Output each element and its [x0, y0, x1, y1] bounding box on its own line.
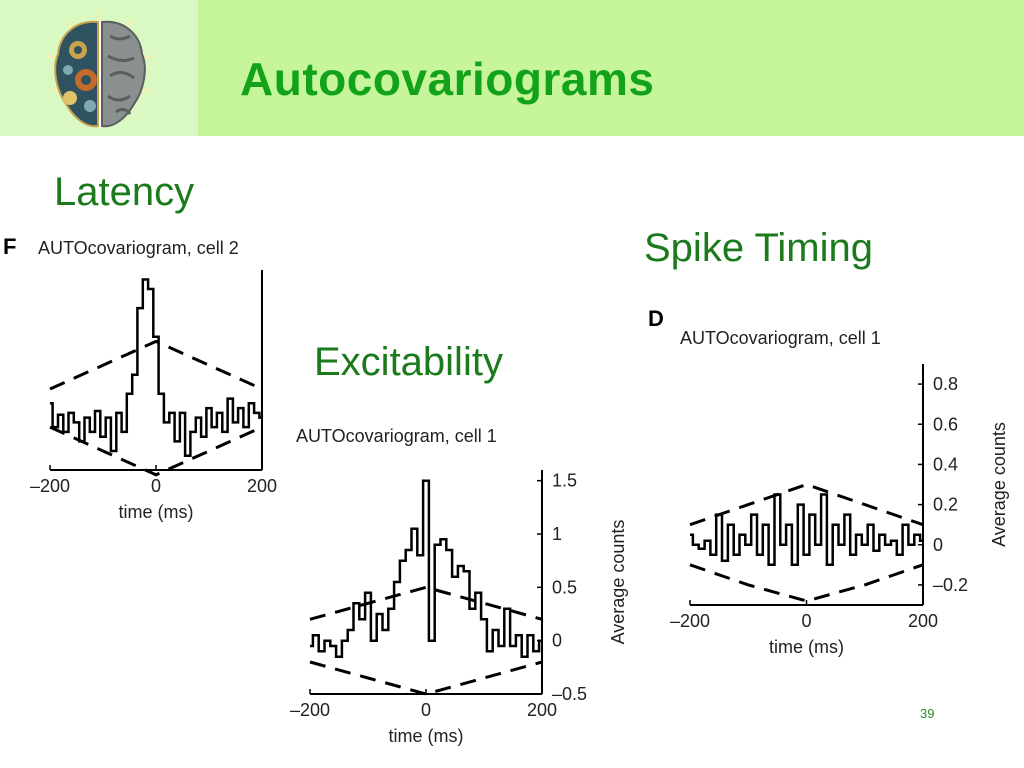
y-tick-label: –0.2: [933, 575, 968, 595]
x-tick-label: 200: [908, 611, 938, 631]
y-tick-label: 1.5: [552, 471, 577, 491]
confidence-bound-2: [689, 563, 924, 603]
y-tick-label: 0.6: [933, 414, 958, 434]
x-tick-label: 0: [801, 611, 811, 631]
x-tick-label: –200: [290, 700, 330, 720]
confidence-bound-1: [689, 482, 924, 527]
slide-title: Autocovariograms: [240, 53, 655, 105]
x-tick-label: 0: [421, 700, 431, 720]
latency-chart: F AUTOcovariogram, cell 2 –200 0 200 time (ms…: [3, 234, 277, 522]
y-tick-label: 0.5: [552, 577, 577, 597]
y-axis-label: Average counts: [608, 520, 628, 645]
y-axis-label: Average counts: [989, 422, 1009, 547]
chart-title: AUTOcovariogram, cell 1: [680, 328, 881, 348]
y-tick-label: –0.5: [552, 684, 587, 704]
x-tick-label: 200: [247, 476, 277, 496]
x-tick-label: –200: [30, 476, 70, 496]
x-axis-label: time (ms): [389, 726, 464, 746]
x-tick-label: 200: [527, 700, 557, 720]
chart-title: AUTOcovariogram, cell 2: [38, 238, 239, 258]
y-tick-label: 1: [552, 524, 562, 544]
spike-timing-chart: D AUTOcovariogram, cell 1 –200 0 200 0.8 0.6 0.…: [648, 306, 1009, 657]
covariogram-series: [310, 479, 542, 658]
confidence-bound-2: [49, 425, 263, 477]
confidence-bound-1: [309, 585, 543, 621]
y-tick-label: 0.4: [933, 454, 958, 474]
page-number: 39: [920, 706, 935, 721]
confidence-bound-2: [309, 660, 543, 696]
x-tick-label: –200: [670, 611, 710, 631]
x-axis-label: time (ms): [769, 637, 844, 657]
y-tick-label: 0: [933, 535, 943, 555]
y-tick-label: 0.8: [933, 374, 958, 394]
x-tick-label: 0: [151, 476, 161, 496]
chart-title: AUTOcovariogram, cell 1: [296, 426, 497, 446]
spike-timing-label: Spike Timing: [644, 226, 873, 270]
confidence-bound-1: [49, 339, 263, 391]
logo: [0, 0, 198, 136]
brain-logo-icon: [47, 10, 153, 128]
latency-label: Latency: [54, 170, 195, 214]
covariogram-series: [690, 493, 923, 567]
covariogram-series: [50, 278, 262, 457]
y-tick-label: 0.2: [933, 495, 958, 515]
excitability-label: Excitability: [314, 340, 503, 384]
y-tick-label: 0: [552, 631, 562, 651]
panel-letter: D: [648, 306, 664, 331]
excitability-chart: AUTOcovariogram, cell 1 –200 0 200 1.5 1 0.5 0 –…: [290, 426, 628, 746]
panel-letter: F: [3, 234, 16, 259]
x-axis-label: time (ms): [119, 502, 194, 522]
